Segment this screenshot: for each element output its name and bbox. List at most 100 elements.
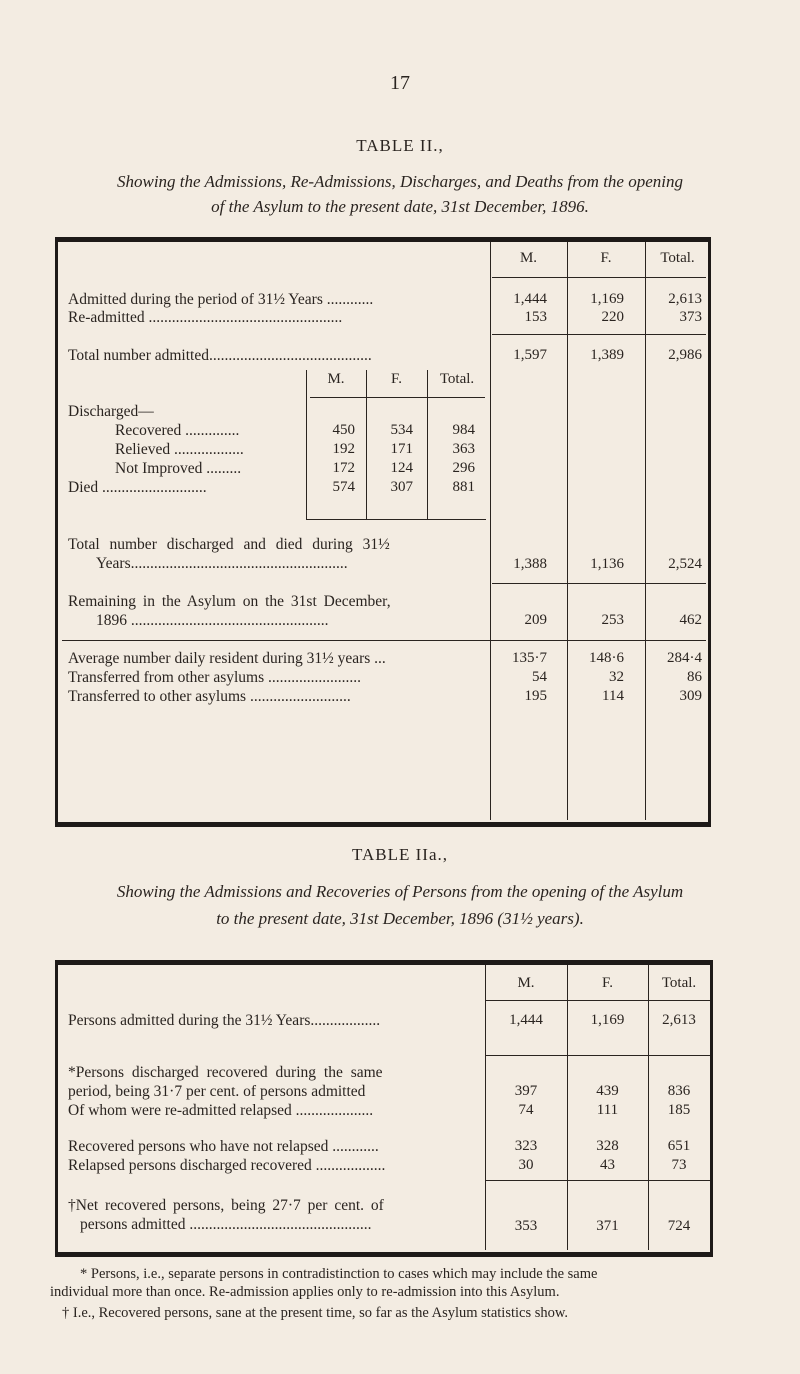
rule-line	[648, 965, 649, 1250]
cell-text: 195	[524, 688, 548, 704]
cell-text: period, being 31·7 per cent. of persons …	[68, 1083, 366, 1100]
table-2a-subtitle-1: Showing the Admissions and Recoveries of…	[116, 882, 684, 901]
cell-text: 1,444	[513, 291, 547, 307]
table-2-subtitle-1: Showing the Admissions, Re-Admissions, D…	[116, 172, 683, 191]
rule-line	[486, 1180, 710, 1181]
cell-text: 1,389	[590, 347, 624, 363]
cell-text: 1896 ...................................…	[96, 612, 329, 629]
rule-line	[486, 1000, 710, 1001]
cell-text: *Persons discharged recovered during the…	[68, 1064, 383, 1081]
page-number: 17	[390, 72, 410, 94]
cell-text: 1,388	[513, 556, 547, 572]
inner-header-total: Total.	[439, 371, 475, 387]
table-2a-title: TABLE IIa.,	[351, 845, 449, 864]
rule-line	[427, 370, 428, 520]
cell-text: 43	[600, 1157, 615, 1173]
col-header-total: Total.	[660, 250, 695, 266]
rule-line	[567, 965, 568, 1250]
cell-text: 192	[332, 441, 356, 457]
cell-text: 73	[671, 1157, 687, 1173]
cell-text: 1,169	[590, 1012, 625, 1028]
cell-text: 54	[532, 669, 547, 685]
rule-line	[486, 1055, 710, 1056]
cell-text: 220	[601, 309, 625, 325]
cell-text: 309	[679, 688, 703, 704]
cell-text: Not Improved .........	[115, 460, 242, 477]
cell-text: 135·7	[512, 650, 547, 666]
cell-text: Years...................................…	[96, 555, 348, 572]
cell-text: 111	[596, 1102, 619, 1118]
cell-text: 209	[524, 612, 548, 628]
footnote-1: * Persons, i.e., separate persons in con…	[80, 1266, 598, 1282]
footnote-2: † I.e., Recovered persons, sane at the p…	[62, 1305, 569, 1321]
cell-text: 450	[332, 422, 356, 438]
col-header-f: F.	[600, 250, 612, 266]
rule-line	[366, 370, 367, 520]
cell-text: 86	[687, 669, 702, 685]
cell-text: 2,613	[668, 291, 702, 307]
cell-text: 74	[518, 1102, 534, 1118]
cell-text: 30	[518, 1157, 534, 1173]
cell-text: 1,597	[513, 347, 547, 363]
cell-text: 534	[390, 422, 414, 438]
group-label: Discharged—	[68, 403, 154, 420]
cell-text: 185	[667, 1102, 691, 1118]
rule-line	[306, 519, 486, 520]
cell-text: Recovered ..............	[115, 422, 240, 439]
table-2a-subtitle-2: to the present date, 31st December, 1896…	[216, 909, 584, 928]
cell-text: Transferred from other asylums .........…	[68, 669, 362, 686]
table-2	[55, 237, 711, 827]
inner-header-m: M.	[327, 371, 345, 387]
cell-text: 2,524	[668, 556, 702, 572]
cell-text: 439	[596, 1083, 619, 1099]
cell-text: 724	[667, 1218, 691, 1234]
cell-text: Relieved ..................	[115, 441, 244, 458]
cell-text: Persons admitted during the 31½ Years...…	[68, 1012, 381, 1029]
table-2a	[55, 960, 713, 1257]
cell-text: 171	[390, 441, 414, 457]
cell-text: 984	[452, 422, 476, 438]
rule-line	[492, 334, 706, 335]
cell-text: 2,613	[662, 1012, 696, 1028]
rule-line	[645, 242, 646, 820]
cell-text: 574	[332, 479, 356, 495]
cell-text: †Net recovered persons, being 27·7 per c…	[68, 1197, 384, 1214]
cell-text: 284·4	[667, 650, 702, 666]
col-header-f: F.	[602, 975, 613, 991]
col-header-m: M.	[519, 250, 538, 266]
table-2-title: TABLE II.,	[356, 136, 444, 155]
rule-line	[310, 397, 485, 398]
table-2-subtitle-2: of the Asylum to the present date, 31st …	[211, 197, 589, 216]
cell-text: Transferred to other asylums ...........…	[68, 688, 351, 705]
cell-text: Relapsed persons discharged recovered ..…	[68, 1157, 386, 1174]
cell-text: 462	[679, 612, 703, 628]
cell-text: 328	[596, 1138, 619, 1154]
cell-text: 651	[667, 1138, 691, 1154]
rule-line	[306, 370, 307, 520]
cell-text: 1,169	[590, 291, 624, 307]
cell-text: Average number daily resident during 31½…	[68, 650, 386, 667]
cell-text: 371	[596, 1218, 619, 1234]
cell-text: 253	[601, 612, 625, 628]
cell-text: 114	[602, 688, 624, 704]
cell-text: 1,444	[509, 1012, 543, 1028]
col-header-total: Total.	[661, 975, 697, 991]
cell-text: Died ...........................	[68, 479, 207, 496]
cell-text: 353	[514, 1218, 538, 1234]
cell-text: 296	[452, 460, 476, 476]
cell-text: persons admitted .......................…	[80, 1216, 372, 1233]
cell-text: Recovered persons who have not relapsed …	[68, 1138, 379, 1155]
cell-text: 307	[390, 479, 414, 495]
cell-text: 148·6	[589, 650, 624, 666]
rule-line	[490, 242, 491, 820]
rule-line	[567, 242, 568, 820]
cell-text: 323	[514, 1138, 538, 1154]
rule-line	[485, 965, 486, 1250]
col-header-m: M.	[517, 975, 535, 991]
cell-text: 881	[452, 479, 476, 495]
rule-line	[62, 640, 706, 641]
cell-text: 32	[609, 669, 624, 685]
cell-text: 1,136	[590, 556, 624, 572]
cell-text: 124	[390, 460, 414, 476]
